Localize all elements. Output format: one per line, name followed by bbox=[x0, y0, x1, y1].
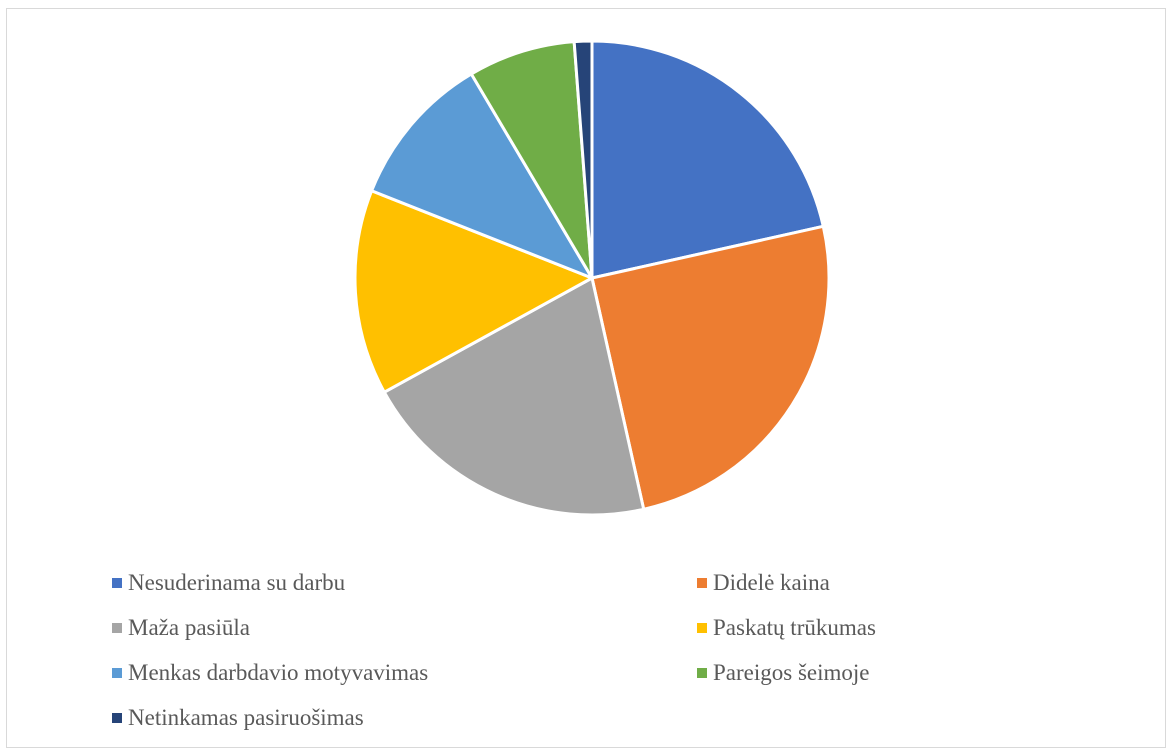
legend-item-pareigos-seimoje: Pareigos šeimoje bbox=[697, 650, 997, 695]
pie-slice-1 bbox=[590, 39, 825, 280]
legend-item-netinkamas-pasiruosimas: Netinkamas pasiruošimas bbox=[112, 695, 697, 740]
legend-swatch bbox=[697, 667, 707, 678]
legend-label: Pareigos šeimoje bbox=[713, 659, 870, 685]
legend-item-nesuderinama: Nesuderinama su darbu bbox=[112, 560, 697, 605]
legend-label: Didelė kaina bbox=[713, 569, 830, 595]
legend-item-maza-pasiula: Maža pasiūla bbox=[112, 605, 697, 650]
legend-swatch bbox=[697, 622, 707, 633]
legend-label: Nesuderinama su darbu bbox=[128, 569, 346, 595]
legend-swatch bbox=[112, 577, 122, 588]
legend-swatch bbox=[112, 667, 122, 678]
pie-slice-6 bbox=[469, 40, 594, 280]
pie-slice-7 bbox=[572, 39, 594, 280]
legend-label: Menkas darbdavio motyvavimas bbox=[128, 659, 429, 685]
legend-item-didele-kaina: Didelė kaina bbox=[697, 560, 997, 605]
legend-item-paskatu-trukumas: Paskatų trūkumas bbox=[697, 605, 997, 650]
legend-swatch bbox=[112, 712, 122, 723]
pie-slice-5 bbox=[370, 72, 594, 280]
legend-swatch bbox=[112, 622, 122, 633]
legend-label: Maža pasiūla bbox=[128, 614, 250, 640]
legend-swatch bbox=[697, 577, 707, 588]
legend-item-menkas-motyvavimas: Menkas darbdavio motyvavimas bbox=[112, 650, 697, 695]
legend: Nesuderinama su darbu Didelė kaina Maža … bbox=[112, 560, 992, 740]
pie-slice-2 bbox=[590, 224, 831, 511]
legend-label: Paskatų trūkumas bbox=[713, 614, 876, 640]
pie-slice-3 bbox=[382, 276, 646, 517]
legend-label: Netinkamas pasiruošimas bbox=[128, 704, 364, 730]
pie-slice-4 bbox=[353, 189, 594, 394]
